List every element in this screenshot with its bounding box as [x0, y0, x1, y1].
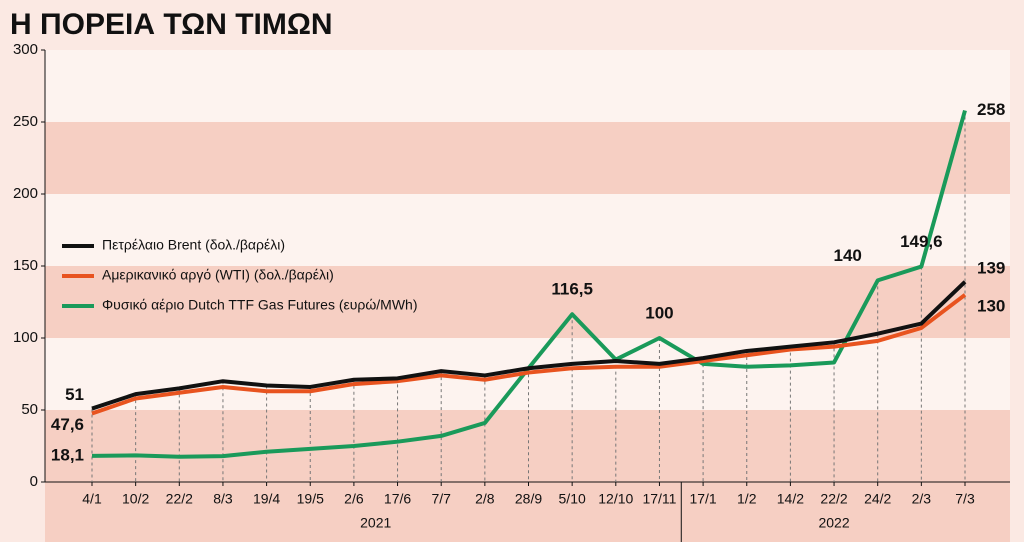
y-tick-label: 200 [13, 185, 38, 202]
x-tick-label: 5/10 [559, 491, 586, 507]
value-label: 18,1 [51, 445, 84, 464]
band [45, 122, 1010, 194]
y-tick-label: 100 [13, 329, 38, 346]
x-tick-label: 4/1 [82, 491, 102, 507]
series-line [91, 293, 967, 416]
x-tick-label: 8/3 [213, 491, 233, 507]
value-label: 149,6 [900, 232, 943, 251]
x-tick-label: 24/2 [864, 491, 891, 507]
value-label: 51 [65, 385, 84, 404]
group-label: 2022 [818, 515, 849, 531]
band [45, 266, 1010, 338]
x-tick-label: 12/10 [598, 491, 633, 507]
value-label: 140 [834, 246, 862, 265]
x-tick-label: 10/2 [122, 491, 149, 507]
x-tick-label: 19/4 [253, 491, 280, 507]
x-axis-band [45, 482, 1010, 542]
x-tick-label: 17/6 [384, 491, 411, 507]
y-tick-label: 150 [13, 257, 38, 274]
y-tick-label: 0 [30, 473, 38, 490]
value-label: 139 [977, 258, 1005, 277]
legend-label: Πετρέλαιο Brent (δολ./βαρέλι) [102, 237, 285, 253]
band [45, 194, 1010, 266]
band [45, 410, 1010, 482]
x-tick-label: 22/2 [166, 491, 193, 507]
legend-label: Φυσικό αέριο Dutch TTF Gas Futures (ευρώ… [102, 297, 418, 313]
group-label: 2021 [360, 515, 391, 531]
x-tick-label: 1/2 [737, 491, 757, 507]
x-tick-label: 14/2 [777, 491, 804, 507]
value-label: 47,6 [51, 415, 84, 434]
y-tick-label: 250 [13, 113, 38, 130]
value-label: 116,5 [551, 280, 593, 299]
series-line [91, 280, 967, 411]
x-tick-label: 19/5 [297, 491, 324, 507]
x-tick-label: 2/6 [344, 491, 364, 507]
y-tick-label: 300 [13, 41, 38, 58]
value-label: 100 [645, 303, 673, 322]
value-label: 258 [977, 100, 1005, 119]
x-tick-label: 7/7 [431, 491, 451, 507]
x-tick-label: 7/3 [955, 491, 975, 507]
band [45, 50, 1010, 122]
y-tick-label: 50 [21, 401, 38, 418]
x-tick-label: 2/3 [912, 491, 932, 507]
x-tick-label: 17/1 [689, 491, 716, 507]
x-tick-label: 22/2 [820, 491, 847, 507]
legend-label: Αμερικανικό αργό (WTI) (δολ./βαρέλι) [102, 267, 334, 283]
chart-title: Η ΠΟΡΕΙΑ ΤΩΝ ΤΙΜΩΝ [10, 8, 333, 41]
x-tick-label: 17/11 [642, 491, 676, 507]
x-tick-label: 28/9 [515, 491, 542, 507]
value-label: 130 [977, 296, 1005, 315]
x-tick-label: 2/8 [475, 491, 495, 507]
